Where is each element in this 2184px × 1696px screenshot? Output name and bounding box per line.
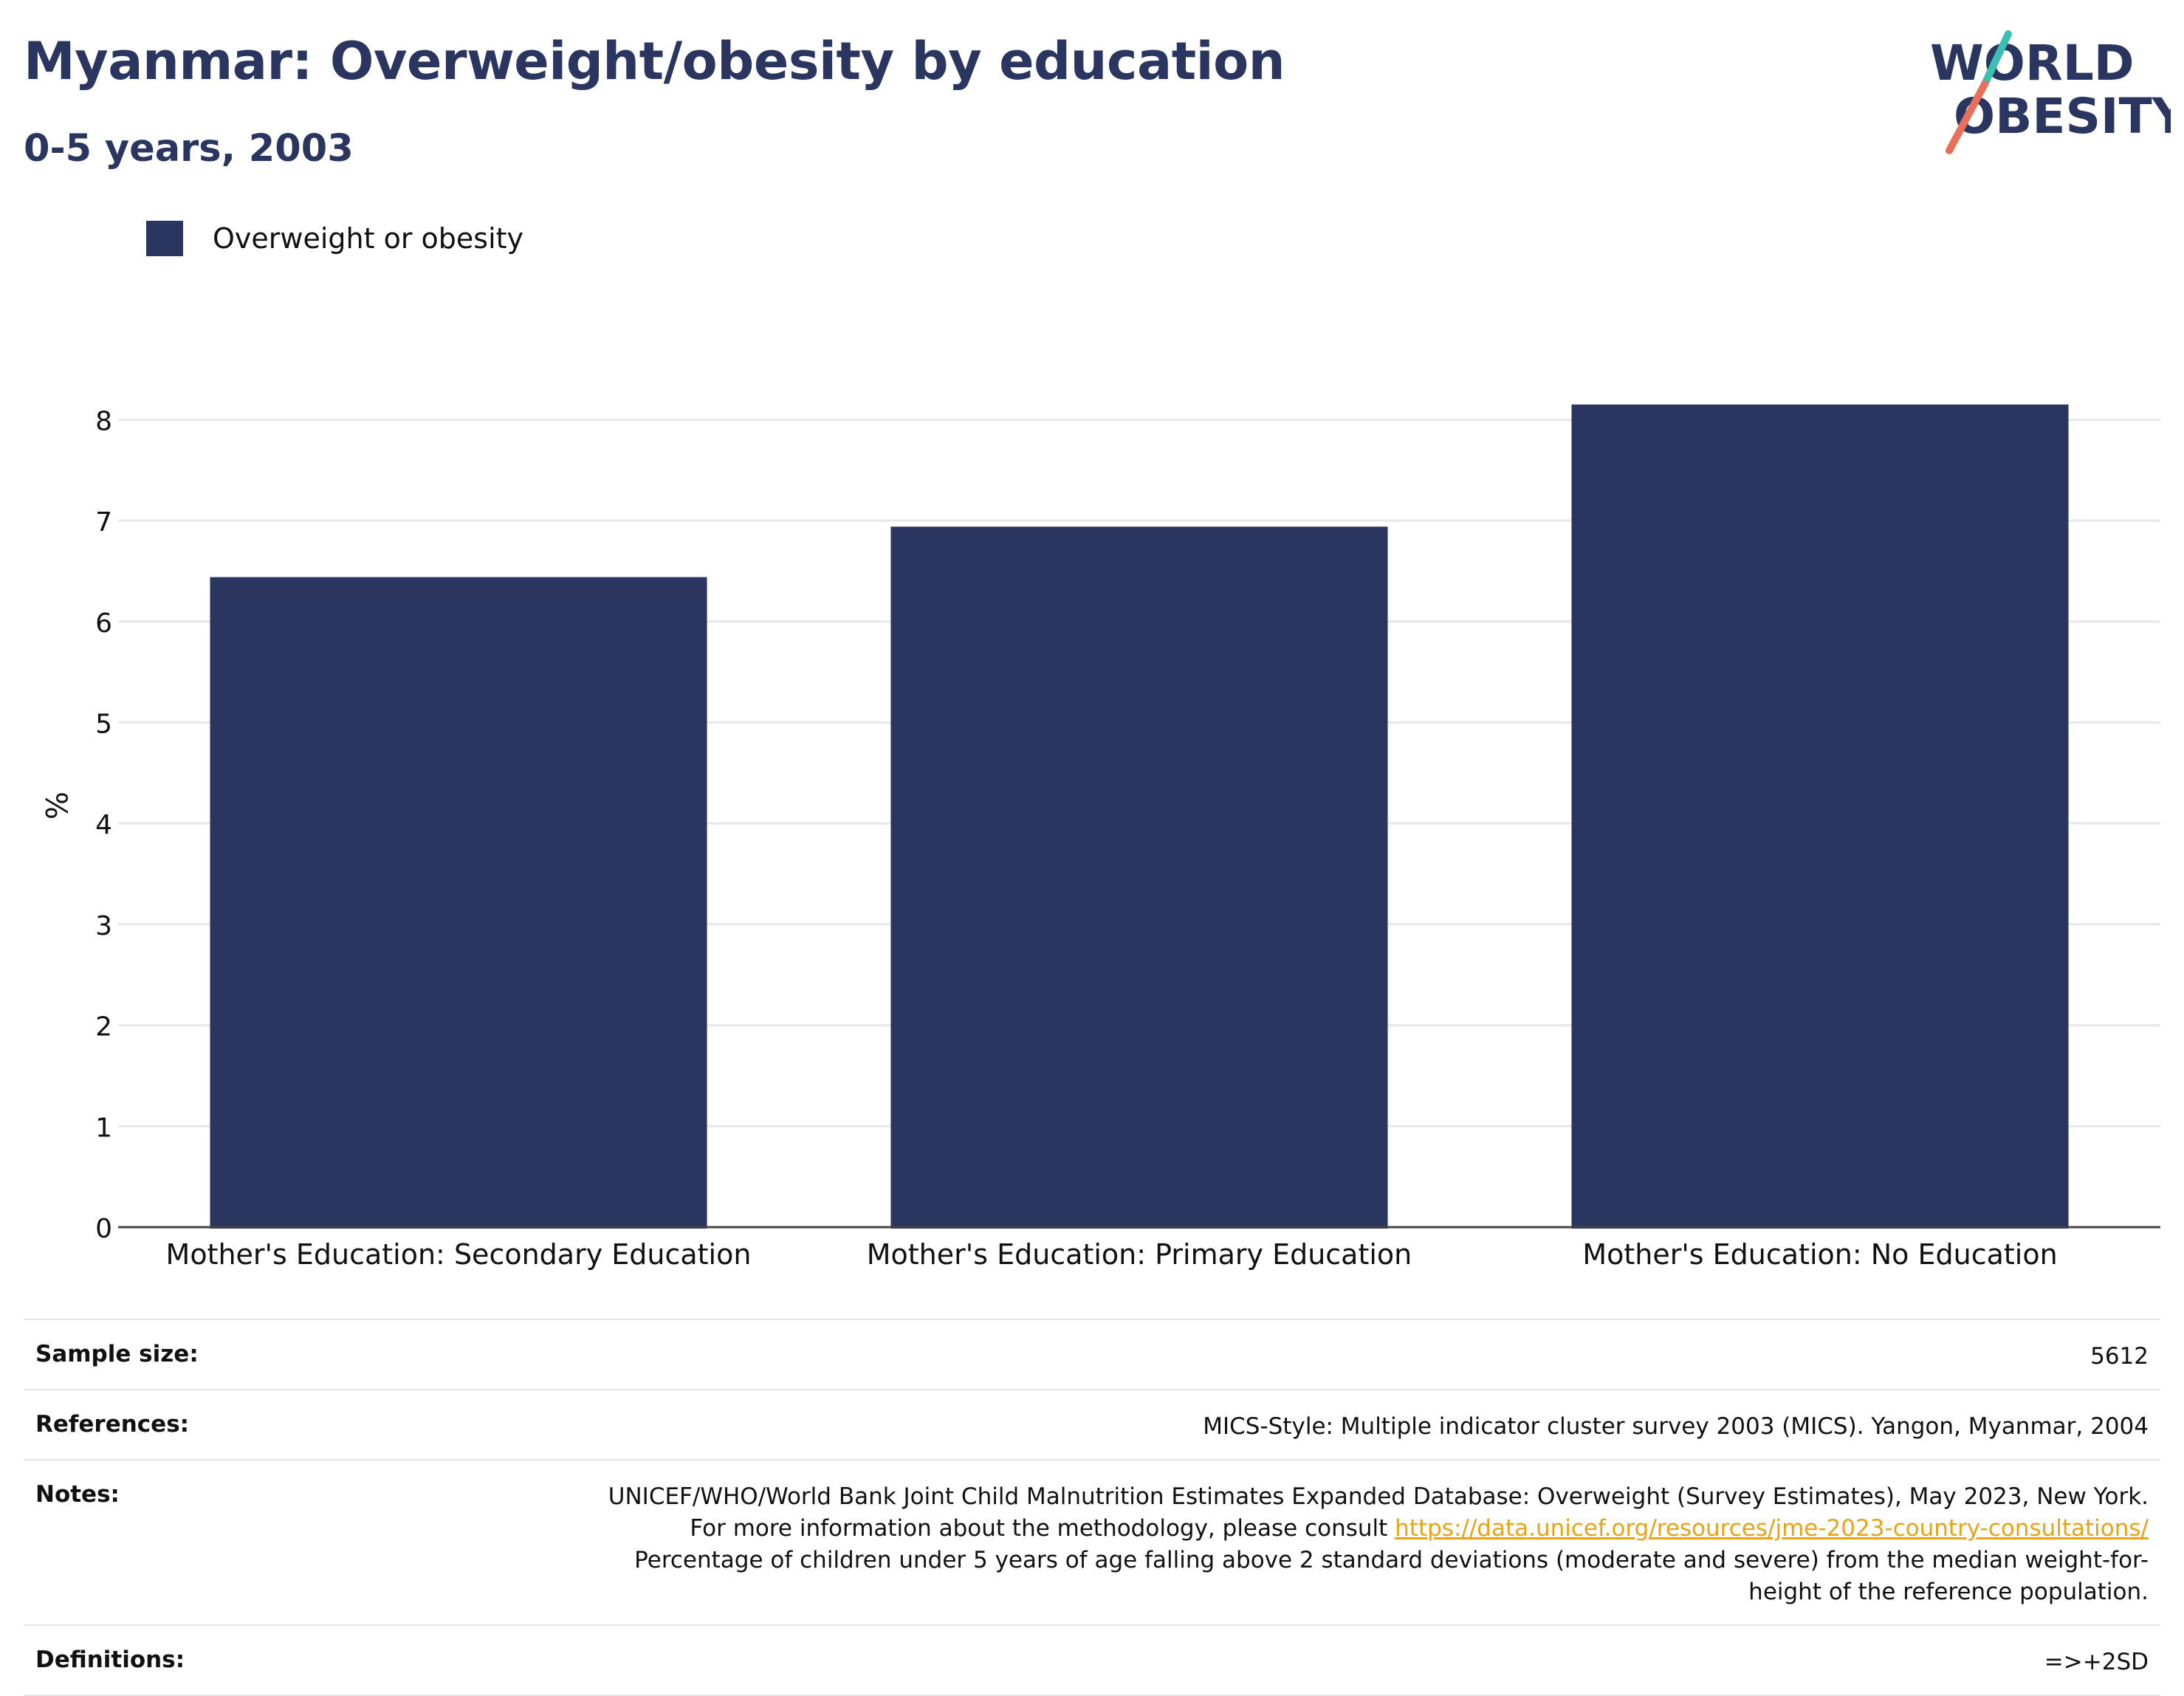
info-row-sample-size: Sample size: 5612 — [24, 1319, 2160, 1389]
y-tick-label: 6 — [95, 608, 112, 639]
sample-size-label: Sample size: — [35, 1341, 199, 1367]
logo-text-world: WORLD — [1930, 35, 2135, 92]
sample-size-value: 5612 — [2090, 1343, 2149, 1370]
definitions-value: =>+2SD — [2044, 1649, 2149, 1675]
info-row-notes: Notes: UNICEF/WHO/World Bank Joint Child… — [24, 1459, 2160, 1624]
legend-swatch — [146, 221, 183, 256]
y-tick-label: 3 — [95, 911, 112, 941]
chart-subtitle: 0-5 years, 2003 — [24, 127, 354, 171]
y-tick-label: 7 — [95, 507, 112, 538]
logo-slash-top — [1981, 30, 2012, 88]
notes-link[interactable]: https://data.unicef.org/resources/jme-20… — [1395, 1515, 2149, 1542]
chart-legend[interactable]: Overweight or obesity — [146, 220, 523, 257]
definitions-label: Definitions: — [35, 1647, 185, 1673]
notes-value: UNICEF/WHO/World Bank Joint Child Malnut… — [576, 1481, 2149, 1608]
world-obesity-logo: WORLD OBESITY — [1930, 30, 2171, 154]
y-tick-label: 2 — [95, 1012, 112, 1043]
axis-labels: % — [38, 792, 72, 820]
chart-title: Myanmar: Overweight/obesity by education — [24, 31, 1285, 92]
info-row-references: References: MICS-Style: Multiple indicat… — [24, 1389, 2160, 1459]
y-tick-label: 1 — [95, 1113, 112, 1143]
y-tick-label: 4 — [95, 810, 112, 840]
notes-text-after-link: Percentage of children under 5 years of … — [634, 1547, 2149, 1605]
notes-label: Notes: — [35, 1481, 120, 1508]
logo-slash-bottom — [1946, 80, 1988, 154]
notes-text-before-link: UNICEF/WHO/World Bank Joint Child Malnut… — [608, 1483, 2149, 1542]
references-value: MICS-Style: Multiple indicator cluster s… — [1203, 1413, 2149, 1440]
bar[interactable] — [890, 526, 1388, 1229]
y-axis-title: % — [38, 792, 72, 820]
references-label: References: — [35, 1411, 190, 1438]
y-tick-label: 0 — [95, 1214, 112, 1244]
legend-label: Overweight or obesity — [213, 222, 524, 255]
axes: 0 1 2 3 4 5 6 7 8 Mother's Education: Secondary E… — [95, 406, 2160, 1271]
bar[interactable] — [1571, 404, 2069, 1229]
bar-chart: 0 1 2 3 4 5 6 7 8 Mother's Education: Secondary E… — [38, 404, 2160, 1271]
bar[interactable] — [210, 577, 707, 1229]
info-row-definitions: Definitions: =>+2SD — [24, 1624, 2160, 1696]
logo-text-obesity: OBESITY — [1954, 88, 2171, 145]
y-tick-label: 5 — [95, 709, 112, 739]
y-tick-label: 8 — [95, 406, 112, 436]
x-tick-label: Mother's Education: No Education — [1582, 1238, 2057, 1271]
x-tick-label: Mother's Education: Secondary Education — [166, 1238, 752, 1271]
x-tick-label: Mother's Education: Primary Education — [867, 1238, 1412, 1271]
bars — [210, 404, 2069, 1229]
info-table: Sample size: 5612 References: MICS-Style… — [24, 1319, 2160, 1696]
